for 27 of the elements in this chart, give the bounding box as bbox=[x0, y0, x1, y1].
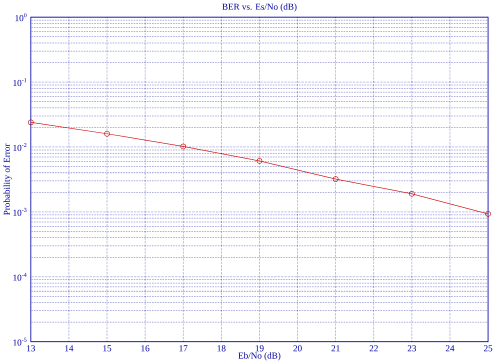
x-tick-label: 21 bbox=[332, 345, 340, 352]
x-tick-label: 15 bbox=[103, 345, 112, 352]
point bbox=[256, 158, 262, 164]
x-tick-label: 20 bbox=[293, 345, 302, 352]
x-axis-title: Eb/No (dB) bbox=[238, 352, 280, 361]
point bbox=[180, 144, 186, 150]
y-tick-label: 10$^{-2}$ bbox=[13, 143, 26, 152]
x-tick-label: 14 bbox=[65, 345, 74, 352]
point bbox=[104, 130, 110, 137]
point bbox=[409, 191, 415, 197]
y-tick-label: 10$^{-1}$ bbox=[13, 78, 26, 86]
x-tick-label: 24 bbox=[446, 345, 454, 352]
y-tick-label: 10$^{-3}$ bbox=[13, 208, 27, 216]
y-tick-label: 10$^{-4}$ bbox=[13, 272, 27, 281]
x-tick-label: 16 bbox=[141, 345, 150, 352]
x-tick-label: 17 bbox=[179, 345, 188, 352]
x-tick-label: 25 bbox=[484, 345, 492, 352]
y-tick-label: 10$^{-5}$ bbox=[13, 338, 27, 346]
x-tick-label: 23 bbox=[408, 345, 416, 352]
y-tick-label: 10$^{0}$ bbox=[15, 13, 27, 22]
chart-title: BER vs. Es/No (dB) bbox=[222, 3, 297, 12]
x-tick-label: 13 bbox=[27, 345, 36, 352]
x-tick-label: 18 bbox=[218, 345, 226, 352]
x-tick-label: 19 bbox=[256, 345, 264, 352]
x-tick-label: 22 bbox=[370, 345, 378, 352]
y-axis-title: Probability of Error bbox=[3, 144, 12, 216]
point bbox=[332, 176, 338, 182]
